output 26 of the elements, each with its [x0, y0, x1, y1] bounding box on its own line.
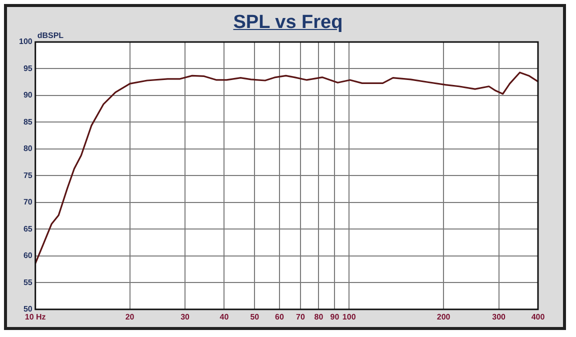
x-tick-label: 10 Hz [24, 312, 46, 322]
y-tick-label: 80 [23, 144, 33, 154]
x-tick-label: 100 [342, 312, 356, 322]
y-tick-label: 55 [23, 278, 33, 287]
x-tick-label: 20 [125, 312, 135, 322]
y-tick-label: 100 [18, 37, 33, 46]
x-tick-label: 90 [330, 312, 340, 322]
y-tick-label: 65 [23, 224, 33, 234]
x-tick-label: 200 [436, 312, 451, 322]
x-tick-label: 70 [296, 312, 306, 322]
x-tick-label: 30 [180, 312, 190, 322]
x-tick-label: 400 [531, 312, 546, 322]
y-tick-label: 85 [23, 117, 33, 126]
x-tick-label: 50 [250, 312, 260, 322]
x-tick-label: 300 [492, 312, 506, 322]
chart-title: SPL vs Freq [233, 12, 343, 33]
x-tick-label: 40 [220, 312, 230, 322]
x-tick-label: 60 [275, 312, 284, 322]
y-axis-title: dBSPL [37, 31, 64, 40]
y-tick-label: 50 [23, 304, 33, 314]
y-tick-label: 90 [23, 90, 33, 100]
x-tick-label: 80 [314, 312, 324, 322]
y-tick-label: 70 [23, 198, 33, 207]
y-tick-label: 60 [23, 251, 33, 260]
y-tick-label: 95 [23, 64, 33, 73]
y-tick-label: 75 [23, 170, 33, 180]
